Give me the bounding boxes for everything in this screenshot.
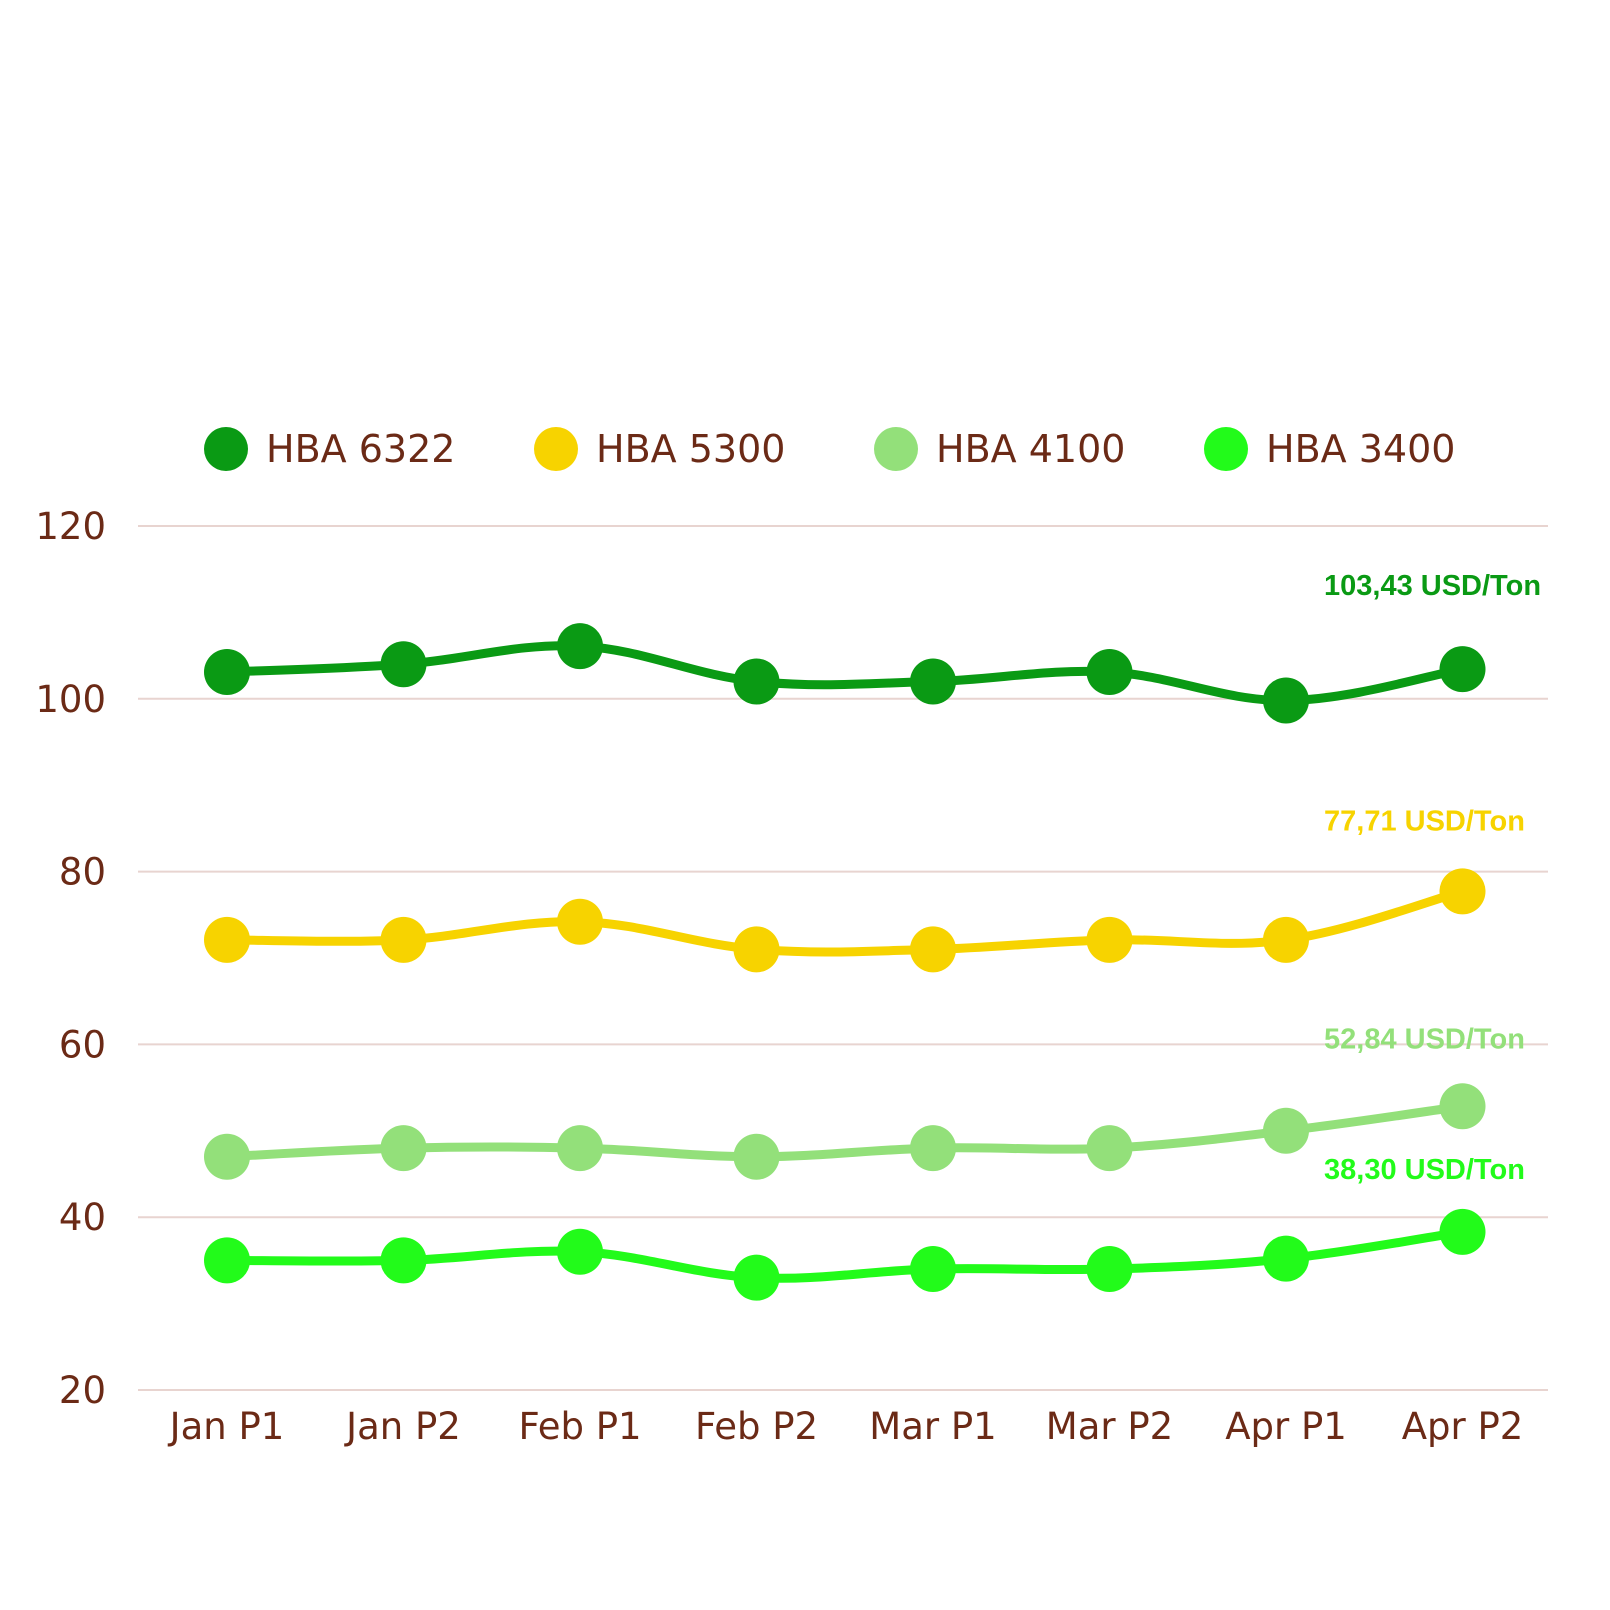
data-point: [733, 658, 780, 705]
legend-marker: [534, 427, 578, 471]
data-point: [1086, 916, 1133, 963]
data-point: [1439, 868, 1486, 915]
data-point: [204, 1133, 250, 1180]
data-point: [910, 926, 956, 973]
legend-label: HBA 4100: [936, 427, 1125, 471]
legend-marker: [874, 427, 918, 471]
data-point: [557, 898, 603, 945]
data-point: [1439, 1083, 1486, 1130]
grid: [138, 525, 1548, 1391]
data-point: [1439, 1208, 1486, 1255]
series-1: [204, 868, 1486, 973]
end-value-label: 38,30 USD/Ton: [1324, 1154, 1525, 1186]
legend: HBA 6322 HBA 5300 HBA 4100 HBA 3400: [204, 427, 1455, 471]
data-point: [557, 1228, 603, 1275]
x-tick-label: Feb P2: [695, 1405, 818, 1448]
data-point: [204, 916, 250, 963]
end-value-label: 103,43 USD/Ton: [1324, 570, 1541, 602]
y-tick-label: 100: [35, 678, 106, 721]
data-point: [380, 916, 427, 963]
data-point: [1263, 916, 1309, 963]
legend-item: HBA 4100: [874, 427, 1125, 471]
legend-label: HBA 5300: [596, 427, 785, 471]
data-point: [1439, 646, 1486, 693]
series-3: [204, 1208, 1486, 1301]
legend-marker: [1204, 427, 1248, 471]
legend-item: HBA 6322: [204, 427, 455, 471]
x-tick-label: Mar P2: [1046, 1405, 1173, 1448]
data-point: [733, 926, 780, 973]
data-point: [733, 1133, 780, 1180]
data-point: [1086, 1125, 1133, 1172]
data-point: [204, 649, 250, 696]
legend-label: HBA 6322: [266, 427, 455, 471]
x-tick-label: Jan P2: [344, 1405, 461, 1448]
data-point: [557, 1125, 603, 1172]
x-tick-label: Mar P1: [869, 1405, 996, 1448]
data-point: [380, 1237, 427, 1284]
end-labels: 103,43 USD/Ton 77,71 USD/Ton 52,84 USD/Ton…: [1324, 570, 1541, 1186]
end-value-label: 77,71 USD/Ton: [1324, 805, 1525, 837]
legend-item: HBA 3400: [1204, 427, 1455, 471]
y-tick-label: 40: [59, 1196, 106, 1239]
data-point: [380, 641, 427, 688]
series-2: [204, 1083, 1486, 1180]
data-point: [380, 1125, 427, 1172]
series-0: [204, 623, 1486, 724]
data-point: [1263, 1235, 1309, 1282]
y-tick-label: 80: [59, 851, 106, 894]
legend-marker: [204, 427, 248, 471]
y-tick-label: 20: [59, 1369, 106, 1412]
legend-label: HBA 3400: [1266, 427, 1455, 471]
data-point: [1263, 1107, 1309, 1154]
y-axis: 20 40 60 80 100 120: [35, 505, 106, 1412]
data-point: [204, 1237, 250, 1284]
data-point: [910, 1125, 956, 1172]
x-tick-label: Feb P1: [518, 1405, 641, 1448]
end-value-label: 52,84 USD/Ton: [1324, 1023, 1525, 1055]
data-point: [1086, 649, 1133, 696]
x-axis: Jan P1 Jan P2 Feb P1 Feb P2 Mar P1 Mar P2 Apr …: [168, 1405, 1524, 1448]
data-point: [910, 658, 956, 705]
series-layer: [204, 623, 1486, 1301]
x-tick-label: Apr P1: [1225, 1405, 1347, 1448]
data-point: [1086, 1246, 1133, 1293]
data-point: [557, 623, 603, 670]
x-tick-label: Jan P1: [168, 1405, 285, 1448]
data-point: [733, 1254, 780, 1301]
data-point: [910, 1246, 956, 1293]
y-tick-label: 60: [59, 1023, 106, 1066]
x-tick-label: Apr P2: [1402, 1405, 1524, 1448]
data-point: [1263, 677, 1309, 724]
legend-item: HBA 5300: [534, 427, 785, 471]
y-tick-label: 120: [35, 505, 106, 548]
